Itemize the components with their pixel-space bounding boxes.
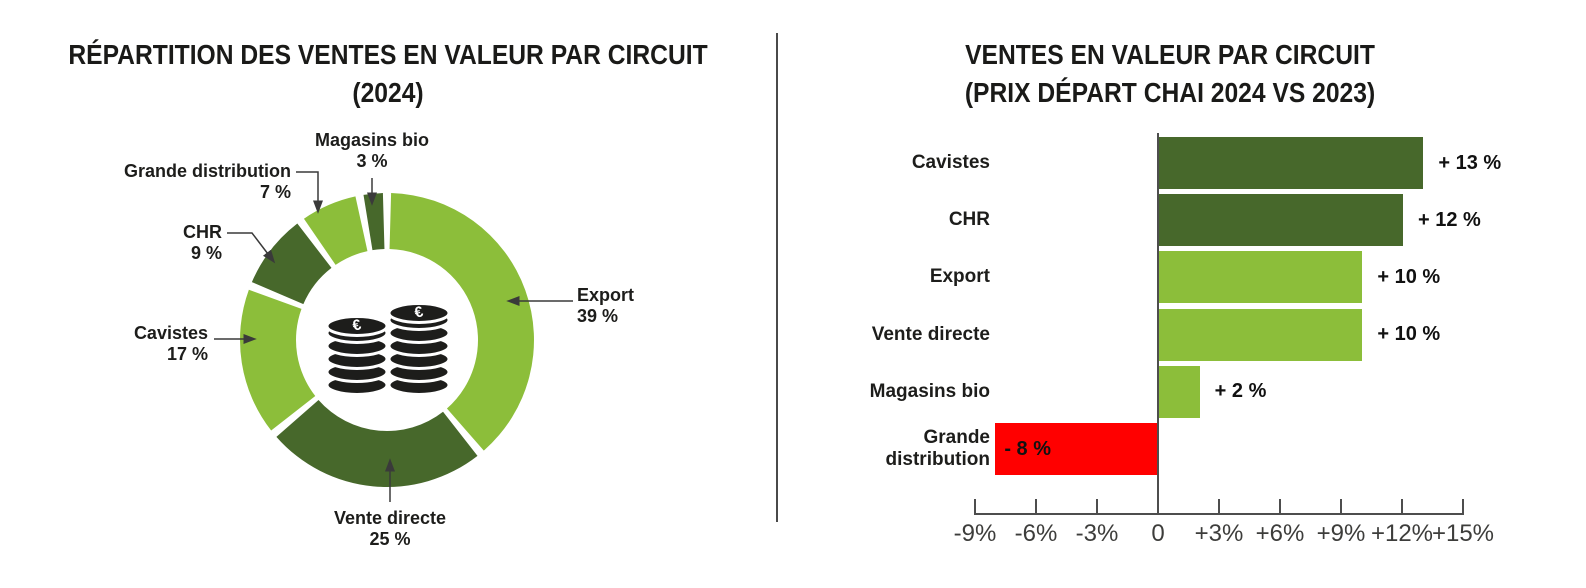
bar-title-line2: (PRIX DÉPART CHAI 2024 VS 2023) [964,77,1376,108]
x-axis-line [974,513,1464,515]
value-label-chr: + 12 % [1418,208,1481,231]
connector-grande-distribution [296,171,324,214]
segment-value: 3 % [356,151,388,171]
bar-title-line1: VENTES EN VALEUR PAR CIRCUIT [965,39,1375,70]
bar-cavistes [1159,137,1424,189]
donut-label-vente-directe: Vente directe 25 % [295,508,485,550]
donut-segment-magasins-bio [363,193,385,251]
category-label-export: Export [929,266,990,288]
bar-export [1159,251,1363,304]
euro-coins-icon: €€ [325,302,451,396]
value-label-cavistes: + 13 % [1438,151,1502,174]
segment-value: 17 % [166,344,208,364]
donut-title-line1: RÉPARTITION DES VENTES EN VALEUR PAR CIR… [68,39,708,70]
value-label-vente-directe: + 10 % [1377,323,1441,346]
x-axis-tick-label: 0 [1151,520,1165,547]
x-axis-tick [1157,499,1159,513]
category-label-vente-directe: Vente directe [871,323,990,345]
x-axis-tick [1096,499,1098,513]
panel-divider [776,33,778,522]
segment-name: CHR [183,222,222,242]
segment-name: Magasins bio [314,130,430,150]
x-axis-tick-label: +12% [1370,520,1434,547]
value-label-export: + 10 % [1377,265,1441,288]
donut-connectors [214,171,573,502]
connector-chr [227,232,276,264]
category-label-magasins-bio: Magasins bio [869,380,990,402]
segment-value: 7 % [259,182,291,202]
donut-chart-title: RÉPARTITION DES VENTES EN VALEUR PAR CIR… [47,36,730,112]
donut-label-magasins-bio: Magasins bio 3 % [292,130,452,172]
x-axis-tick-label: -6% [1014,520,1058,547]
donut-segment-cavistes [240,289,316,431]
segment-name: Export [577,285,635,305]
donut-segment-vente-directe [276,399,478,487]
x-axis-tick-label: -3% [1075,520,1119,547]
x-axis-tick-label: -9% [953,520,997,547]
bar-magasins-bio [1159,365,1200,418]
value-label-magasins-bio: + 2 % [1214,380,1267,403]
bar-grande-distribution [995,423,1158,475]
segment-name: Vente directe [333,508,447,528]
donut-label-export: Export 39 % [577,285,727,327]
bar-vente-directe [1159,308,1363,361]
donut-segments [240,193,534,487]
coin-top [387,302,451,324]
donut-label-cavistes: Cavistes 17 % [88,323,208,365]
x-axis-tick-label: +9% [1316,520,1366,547]
segment-value: 9 % [190,243,222,263]
x-axis-tick-label: +6% [1255,520,1305,547]
donut-segment-export [389,193,534,451]
donut-label-grande-distribution: Grande distribution 7 % [95,161,291,203]
category-label-grande-distribution: Grande distribution [885,427,990,470]
value-label-grande-distribution: - 8 % [1004,437,1052,460]
category-label-cavistes: Cavistes [911,152,990,173]
x-axis-tick [1462,499,1464,513]
donut-chart: €€ [214,171,573,502]
x-axis-tick-label: +15% [1431,520,1495,547]
bar-chart-title: VENTES EN VALEUR PAR CIRCUIT (PRIX DÉPAR… [867,36,1472,112]
segment-name: Cavistes [133,323,208,343]
x-axis-tick [1401,499,1403,513]
category-label-chr: CHR [948,209,990,231]
x-axis-tick [1340,499,1342,513]
zero-baseline [1157,133,1159,515]
x-axis-tick [1035,499,1037,513]
segment-value: 39 % [577,306,619,326]
donut-title-line2: (2024) [352,77,424,108]
bar-chr [1159,194,1403,247]
donut-segment-chr [251,223,332,305]
segment-name: Grande distribution [123,161,291,181]
coin-top [325,315,389,337]
x-axis-tick [1218,499,1220,513]
x-axis-tick [1279,499,1281,513]
segment-value: 25 % [369,529,411,549]
x-axis-tick-label: +3% [1194,520,1244,547]
donut-label-chr: CHR 9 % [122,222,222,264]
x-axis-tick [974,499,976,513]
